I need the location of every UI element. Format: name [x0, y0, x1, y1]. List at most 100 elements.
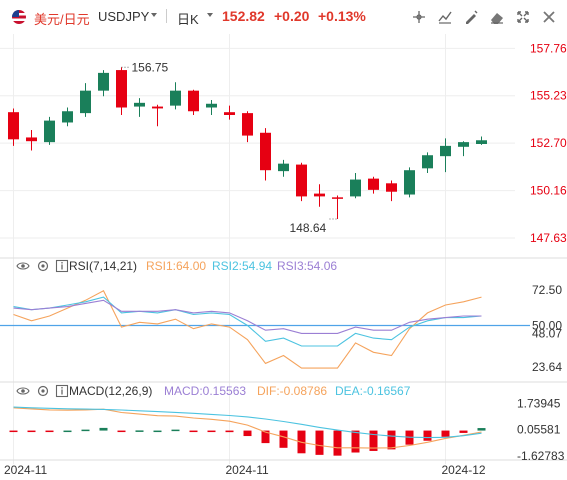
period-dropdown-icon[interactable] — [207, 13, 213, 17]
macd-histogram-bar — [27, 430, 36, 433]
symbol-code[interactable]: USDJPY — [98, 9, 150, 24]
chart-header: 美元/日元 USDJPY 日K 152.82 +0.20 +0.13% — [0, 0, 567, 34]
rsi2-value: RSI2:54.94 — [212, 259, 273, 273]
price-change-percent: +0.13% — [318, 8, 366, 24]
low-annotation: 148.64 — [290, 221, 327, 235]
macd-histogram-bar — [441, 430, 450, 437]
candle-body — [206, 103, 217, 108]
candle-body — [62, 111, 73, 123]
symbol-name[interactable]: 美元/日元 — [34, 12, 90, 27]
macd-histogram-bar — [261, 430, 270, 444]
candle-body — [26, 137, 37, 142]
time-axis: 2024-11 2024-11 2024-12 — [4, 463, 486, 477]
candle-body — [278, 163, 289, 172]
settings-icon[interactable] — [540, 8, 558, 26]
price-axis: 157.76 155.23 152.70 150.16 147.63 — [121, 41, 567, 245]
candle-body — [386, 183, 397, 192]
rsi-tick-label: 23.64 — [532, 360, 562, 374]
macd-histogram-bar — [315, 430, 324, 455]
eraser-icon[interactable] — [488, 8, 506, 26]
chart-canvas[interactable]: 157.76 155.23 152.70 150.16 147.63 72.50 50.0… — [0, 34, 567, 480]
candle-body — [116, 70, 127, 108]
macd-histogram-bar — [243, 430, 252, 437]
time-axis-label: 2024-12 — [442, 463, 486, 477]
macd-histogram-bar — [459, 430, 468, 433]
candle-body — [404, 170, 415, 195]
info-icon[interactable] — [55, 259, 69, 273]
period-selector[interactable]: 日K — [177, 12, 199, 27]
candle-body — [8, 112, 19, 140]
candle-body — [224, 112, 235, 115]
candle-body — [440, 145, 451, 157]
macd-tick-label: 1.73945 — [517, 396, 561, 410]
rsi3-value: RSI3:54.06 — [277, 259, 338, 273]
rsi-tick-label: 50.00 — [532, 319, 562, 333]
macd-histogram-bar — [279, 430, 288, 448]
macd-histogram-bar — [9, 430, 18, 433]
indicator-icon[interactable] — [436, 8, 454, 26]
rsi-series-line — [13, 290, 482, 369]
eye-icon[interactable] — [16, 384, 30, 398]
candle-body — [350, 179, 361, 197]
macd-title: MACD(12,26,9) — [69, 384, 153, 398]
time-axis-label: 2024-11 — [226, 463, 269, 477]
candle-body — [422, 155, 433, 169]
dea-value: DEA:-0.16567 — [335, 384, 411, 398]
macd-histogram-bar — [225, 430, 234, 433]
draw-icon[interactable] — [462, 8, 480, 26]
macd-tick-label: -1.62783 — [517, 449, 565, 463]
rsi-title: RSI(7,14,21) — [69, 259, 138, 273]
macd-histogram-bar — [99, 427, 108, 431]
macd-histogram-bar — [81, 429, 90, 432]
macd-panel: 1.73945 0.05581 -1.62783 — [9, 396, 565, 463]
candle-body — [296, 164, 307, 197]
candle-body — [134, 102, 145, 107]
us-flag-icon — [12, 10, 26, 24]
time-axis-label: 2024-11 — [4, 463, 47, 477]
macd-histogram-bar — [333, 430, 342, 456]
settings-icon[interactable] — [36, 259, 50, 273]
info-icon[interactable] — [55, 384, 69, 398]
macd-tick-label: 0.05581 — [517, 423, 561, 437]
macd-histogram-bar — [117, 430, 126, 433]
crosshair-icon[interactable] — [410, 8, 428, 26]
candle-body — [332, 197, 343, 199]
macd-histogram-bar — [387, 430, 396, 450]
rsi-header: RSI(7,14,21) RSI1:64.00 RSI2:54.94 RSI3:… — [0, 259, 567, 275]
macd-histogram-bar — [45, 430, 54, 433]
candle-body — [476, 140, 487, 144]
candle-body — [242, 113, 253, 136]
candle-body — [170, 90, 181, 106]
price-tick-label: 150.16 — [530, 184, 567, 198]
price-tick-label: 155.23 — [530, 89, 567, 103]
macd-histogram-bar — [351, 430, 360, 453]
macd-value: MACD:0.15563 — [164, 384, 247, 398]
candle-body — [314, 193, 325, 197]
macd-histogram-bar — [369, 430, 378, 451]
candle-body — [98, 72, 109, 91]
macd-histogram-bar — [135, 430, 144, 432]
macd-histogram-bar — [171, 429, 180, 432]
candle-body — [368, 178, 379, 190]
candle-body — [188, 90, 199, 112]
price-tick-label: 152.70 — [530, 136, 567, 150]
macd-histogram-bar — [477, 428, 486, 431]
price-change: +0.20 — [274, 8, 310, 24]
macd-histogram-bar — [207, 430, 216, 433]
eye-icon[interactable] — [16, 259, 30, 273]
rsi-series-line — [13, 296, 482, 347]
high-annotation: 156.75 — [132, 60, 169, 74]
candle-body — [260, 132, 271, 171]
dif-value: DIF:-0.08786 — [257, 384, 328, 398]
candlestick-series — [8, 67, 487, 220]
settings-icon[interactable] — [36, 384, 50, 398]
candle-body — [458, 142, 469, 147]
expand-icon[interactable] — [514, 8, 532, 26]
dea-line — [13, 406, 482, 439]
price-tick-label: 157.76 — [530, 41, 567, 55]
macd-histogram-bar — [423, 430, 432, 441]
rsi-tick-label: 48.07 — [532, 327, 562, 341]
symbol-dropdown-icon[interactable] — [151, 13, 157, 17]
divider — [166, 9, 167, 23]
